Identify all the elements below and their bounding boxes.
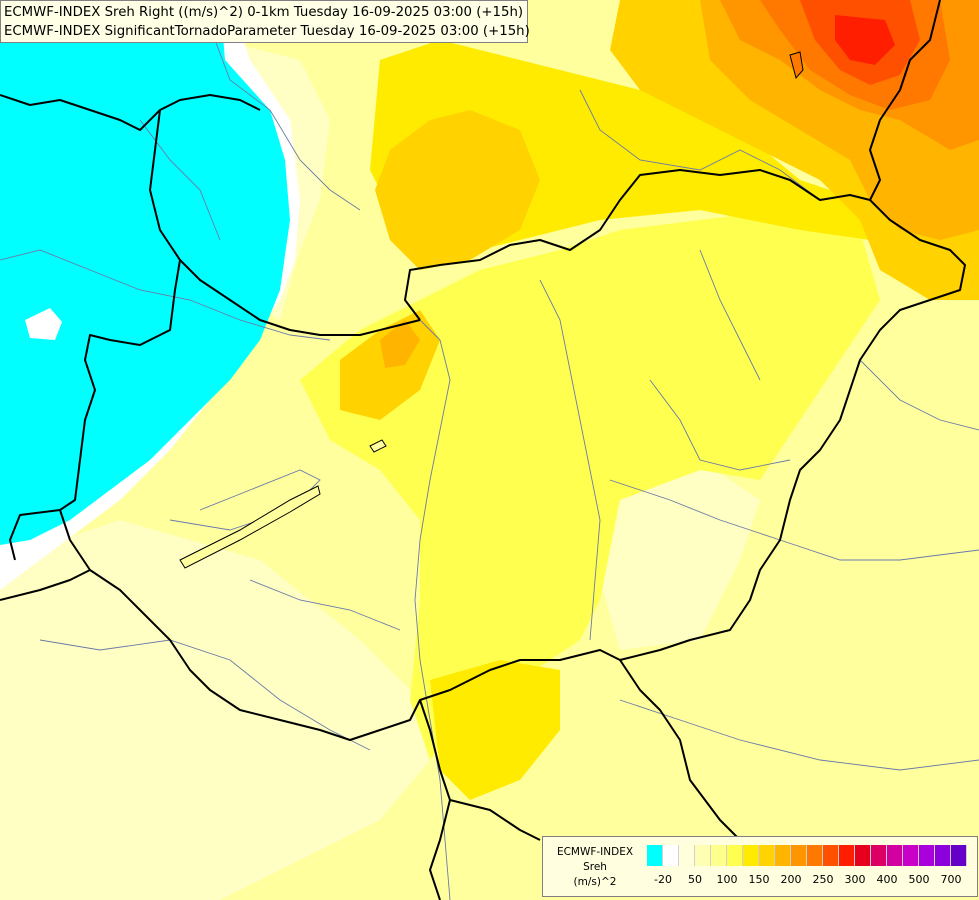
field-orange-west-core (380, 320, 420, 368)
legend-swatch (887, 845, 903, 866)
legend-tick: 50 (688, 873, 702, 886)
legend-swatch (791, 845, 807, 866)
legend-swatch (727, 845, 743, 866)
legend-swatch (935, 845, 951, 866)
lake-balaton (179, 485, 321, 569)
legend-swatch (807, 845, 823, 866)
field-cyan-hole (25, 308, 62, 340)
field-yellow-core (300, 210, 880, 760)
field-amber-north (375, 110, 540, 270)
legend-unit: (m/s)^2 (573, 876, 617, 888)
title-line-srh: ECMWF-INDEX Sreh Right ((m/s)^2) 0-1km T… (4, 5, 524, 20)
legend-tick: 400 (876, 873, 898, 886)
legend-swatch (871, 845, 887, 866)
legend-tick: -20 (654, 873, 672, 886)
legend-swatch (711, 845, 727, 866)
lake-small-1 (369, 439, 387, 453)
title-line-stp: ECMWF-INDEX SignificantTornadoParameter … (4, 24, 530, 39)
legend-swatch (919, 845, 935, 866)
legend-color-scale (647, 845, 967, 866)
legend-swatch (775, 845, 791, 866)
color-legend: ECMWF-INDEX Sreh (m/s)^2 -20 50 100 150 200 2… (542, 836, 978, 897)
legend-swatch (759, 845, 775, 866)
lake-small-2 (789, 51, 804, 80)
legend-tick: 700 (940, 873, 962, 886)
field-deep-red-ne (835, 15, 895, 65)
field-yellow-south (430, 660, 560, 800)
legend-tick-labels: -20 50 100 150 200 250 300 400 500 700 (647, 873, 967, 889)
legend-swatch (743, 845, 759, 866)
legend-swatch (695, 845, 711, 866)
legend-swatch (823, 845, 839, 866)
legend-model: ECMWF-INDEX (556, 846, 634, 858)
legend-labels: ECMWF-INDEX Sreh (m/s)^2 (547, 845, 643, 890)
legend-swatch (903, 845, 919, 866)
field-pale-south (0, 520, 430, 900)
legend-swatch (647, 845, 663, 866)
field-pale-east (600, 460, 760, 650)
legend-tick: 150 (748, 873, 770, 886)
legend-tick: 500 (908, 873, 930, 886)
legend-swatch (839, 845, 855, 866)
legend-variable: Sreh (583, 861, 607, 873)
legend-tick: 100 (716, 873, 738, 886)
legend-swatch (663, 845, 679, 866)
map-title-box: ECMWF-INDEX Sreh Right ((m/s)^2) 0-1km T… (0, 0, 530, 43)
legend-tick: 250 (812, 873, 834, 886)
field-cyan-west (0, 0, 290, 545)
legend-tick: 300 (844, 873, 866, 886)
legend-swatch (679, 845, 695, 866)
legend-tick: 200 (780, 873, 802, 886)
legend-swatch (951, 845, 967, 866)
legend-swatch (855, 845, 871, 866)
